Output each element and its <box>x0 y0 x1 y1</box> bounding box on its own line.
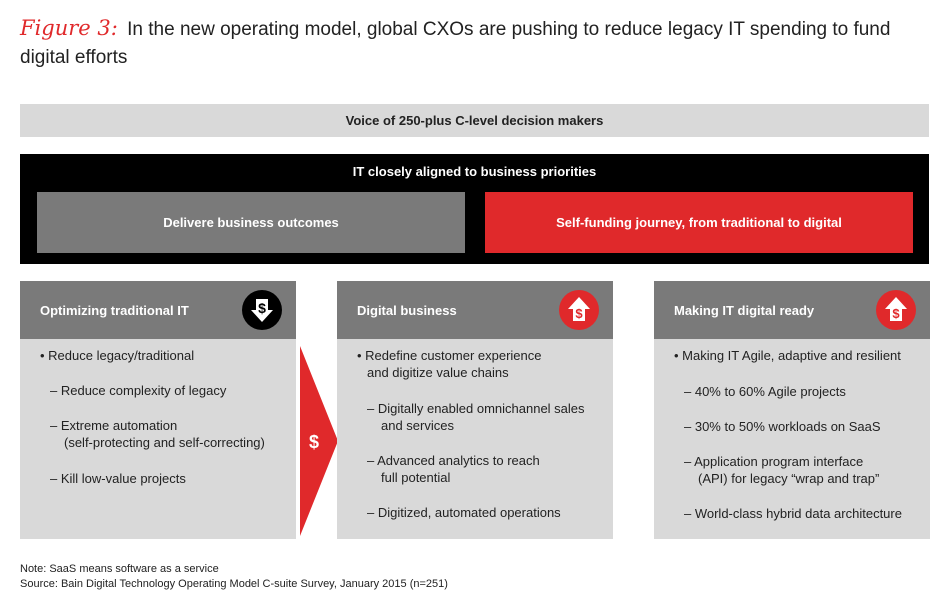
bullet-line: full potential <box>381 470 451 485</box>
bullet-line: – Kill low-value projects <box>50 471 186 486</box>
source-text: Source: Bain Digital Technology Operatin… <box>20 578 448 590</box>
alignment-heading: IT closely aligned to business prioritie… <box>352 164 597 179</box>
figure-title: Figure 3: In the new operating model, gl… <box>20 14 935 72</box>
column-header: Digital business $ <box>337 281 613 339</box>
bullet-line: – 30% to 50% workloads on SaaS <box>684 419 881 434</box>
column-body: • Redefine customer experience and digit… <box>337 339 613 539</box>
bullet-line: and services <box>381 418 454 433</box>
figure-title-line1: In the new operating model, global CXOs … <box>127 19 891 40</box>
self-funding-label: Self-funding journey, from traditional t… <box>556 215 842 230</box>
figure-label: Figure 3: <box>20 16 118 40</box>
bullet-line: – Digitized, automated operations <box>367 505 561 520</box>
bullet-line: • Redefine customer experience <box>357 348 542 363</box>
bullet-line: – Digitally enabled omnichannel sales <box>367 401 585 416</box>
deliver-outcomes-label: Delivere business outcomes <box>163 215 339 230</box>
bullet-line: – Application program interface <box>684 454 864 469</box>
bullet-line: – Reduce complexity of legacy <box>50 383 227 398</box>
bullet-line: – Advanced analytics to reach <box>367 453 540 468</box>
figure-title-line2: digital efforts <box>20 47 128 68</box>
bullet-line: (API) for legacy “wrap and trap” <box>698 471 880 486</box>
svg-text:$: $ <box>575 306 583 321</box>
bullet-line: – World-class hybrid data architecture <box>684 506 902 521</box>
deliver-outcomes-box: Delivere business outcomes <box>37 192 465 253</box>
bullet-line: (self-protecting and self-correcting) <box>64 435 265 450</box>
column-making-it-digital-ready: Making IT digital ready $ • Making IT Ag… <box>654 281 930 539</box>
dollar-up-arrow-icon: $ <box>876 290 916 330</box>
bullet-line: – Extreme automation <box>50 418 178 433</box>
column-digital-business: Digital business $ • Redefine customer e… <box>337 281 613 539</box>
column-body: • Making IT Agile, adaptive and resilien… <box>654 339 930 539</box>
bullet-line: and digitize value chains <box>367 365 509 380</box>
bullet-line: • Reduce legacy/traditional <box>40 348 195 363</box>
bullet-line: – 40% to 60% Agile projects <box>684 384 846 399</box>
column-header: Making IT digital ready $ <box>654 281 930 339</box>
voice-banner: Voice of 250-plus C-level decision maker… <box>20 104 929 137</box>
svg-text:$: $ <box>258 300 266 316</box>
note-text: Note: SaaS means software as a service <box>20 563 219 575</box>
red-chevron-arrow-icon: $ <box>300 346 338 536</box>
bullet-line: • Making IT Agile, adaptive and resilien… <box>674 348 901 363</box>
column-header-label: Digital business <box>357 302 457 318</box>
column-body: • Reduce legacy/traditional – Reduce com… <box>20 339 296 539</box>
column-header-label: Making IT digital ready <box>674 302 815 318</box>
business-alignment-panel: IT closely aligned to business prioritie… <box>20 154 929 264</box>
footnotes: Note: SaaS means software as a service S… <box>20 562 448 592</box>
dollar-down-arrow-icon: $ <box>242 290 282 330</box>
column-header: Optimizing traditional IT $ <box>20 281 296 339</box>
svg-text:$: $ <box>892 306 900 321</box>
arrow-dollar-symbol: $ <box>309 432 319 452</box>
voice-banner-text: Voice of 250-plus C-level decision maker… <box>345 113 604 128</box>
column-header-label: Optimizing traditional IT <box>40 302 189 318</box>
self-funding-box: Self-funding journey, from traditional t… <box>485 192 913 253</box>
dollar-up-arrow-icon: $ <box>559 290 599 330</box>
column-optimizing-traditional-it: Optimizing traditional IT $ • Reduce leg… <box>20 281 296 539</box>
